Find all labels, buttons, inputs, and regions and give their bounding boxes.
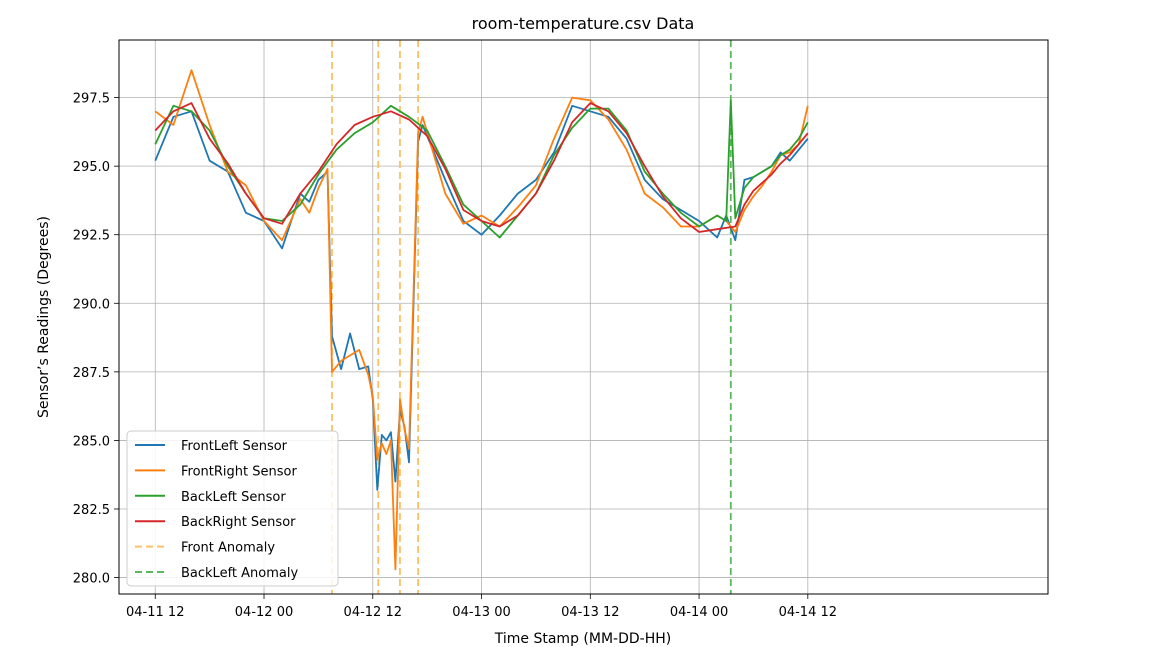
chart-title: room-temperature.csv Data	[472, 14, 695, 33]
x-tick-label: 04-12 00	[235, 605, 293, 620]
y-tick-label: 285.0	[73, 434, 110, 449]
y-tick-label: 295.0	[73, 160, 110, 175]
y-tick-label: 290.0	[73, 297, 110, 312]
x-axis: 04-11 12 04-12 00 04-12 12 04-13 00 04-13 12…	[126, 594, 837, 620]
x-tick-label: 04-13 12	[561, 605, 619, 620]
series-line-1	[154, 104, 809, 491]
x-axis-label: Time Stamp (MM-DD-HH)	[494, 631, 671, 647]
y-tick-label: 280.0	[73, 572, 110, 587]
legend-label: Front Anomaly	[181, 541, 275, 556]
y-tick-label: 287.5	[73, 366, 110, 381]
legend: FrontLeft Sensor FrontRight Sensor BackLef…	[126, 430, 339, 587]
y-tick-label: 282.5	[73, 503, 110, 518]
legend-label: FrontRight Sensor	[181, 464, 297, 479]
series-line-4	[154, 102, 809, 233]
legend-label: FrontLeft Sensor	[181, 439, 288, 454]
y-axis: 280.0 282.5 285.0 287.5 290.0 292.5 295.0 297.5	[73, 92, 119, 587]
plot-frame	[118, 39, 1049, 595]
y-tick-label: 292.5	[73, 229, 110, 244]
x-tick-label: 04-14 12	[779, 605, 837, 620]
legend-label: BackLeft Anomaly	[181, 566, 298, 581]
legend-label: BackRight Sensor	[181, 515, 296, 530]
x-tick-label: 04-13 00	[452, 605, 510, 620]
x-tick-label: 04-11 12	[126, 605, 184, 620]
y-axis-label: Sensor’s Readings (Degrees)	[36, 216, 52, 418]
y-tick-label: 297.5	[73, 92, 110, 107]
legend-box	[126, 430, 339, 587]
legend-label: BackLeft Sensor	[181, 490, 286, 505]
x-tick-label: 04-12 12	[344, 605, 402, 620]
data-series	[154, 69, 809, 571]
x-tick-label: 04-14 00	[670, 605, 728, 620]
